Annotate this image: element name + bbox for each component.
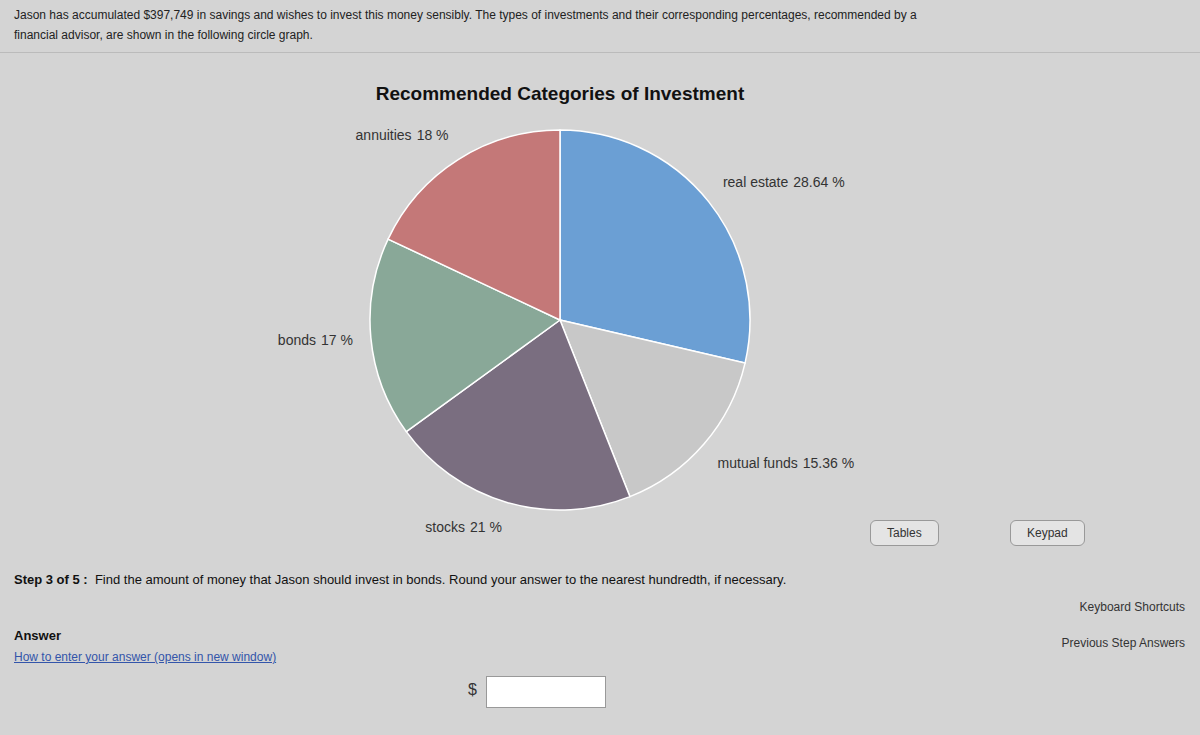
chart: Recommended Categories of Investment real… [0,0,1200,735]
slice-label: mutual funds 15.36 % [718,455,855,471]
answer-input[interactable] [486,676,606,708]
answer-help-link[interactable]: How to enter your answer (opens in new w… [14,650,276,664]
keypad-button[interactable]: Keypad [1010,520,1085,546]
dollar-sign: $ [468,681,477,699]
answer-label: Answer [14,628,61,643]
header-text: financial advisor, are shown in the foll… [14,28,313,42]
slices [370,130,750,510]
value-label: 17 % [321,332,353,348]
separator [0,52,1200,53]
value-label: 18 % [417,127,449,143]
value-label: 15.36 % [803,455,854,471]
category-label: annuities [356,127,412,143]
category-label: real estate [723,174,789,190]
category-label: bonds [278,332,316,348]
header-text: Jason has accumulated $397,749 in saving… [14,8,917,22]
slice-label: bonds 17 % [278,332,353,348]
value-label: 21 % [470,519,502,535]
slice-label: annuities 18 % [356,127,449,143]
keyboard-shortcuts-link[interactable]: Keyboard Shortcuts [1080,600,1185,614]
category-label: mutual funds [718,455,798,471]
value-label: 28.64 % [793,174,844,190]
category-label: stocks [425,519,465,535]
slice-label: real estate28.64 % [723,174,845,190]
title: Recommended Categories of Investment [376,83,745,104]
slice-label: stocks 21 % [425,519,502,535]
step-label: Step 3 of 5 : [14,572,88,587]
slice [388,130,560,320]
tables-button[interactable]: Tables [870,520,939,546]
step-text: Step 3 of 5 : Find the amount of money t… [14,572,786,587]
step-question: Find the amount of money that Jason shou… [88,572,787,587]
labels: real estate28.64 % mutual funds 15.36 % sto… [278,127,854,534]
previous-answers-link[interactable]: Previous Step Answers [1062,636,1185,650]
